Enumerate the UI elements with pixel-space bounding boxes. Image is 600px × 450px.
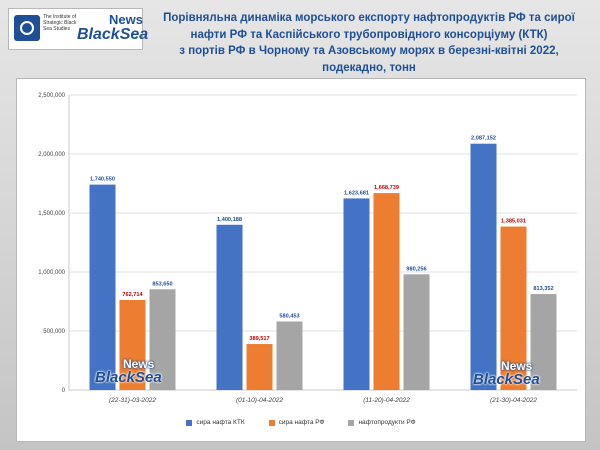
data-label: 853,650 <box>152 281 172 287</box>
bar <box>246 344 273 390</box>
data-label: 980,256 <box>406 266 426 272</box>
bar <box>530 294 557 390</box>
data-label: 1,668,739 <box>374 185 399 191</box>
watermark-left-brand: BlackSea <box>95 369 162 386</box>
legend-item-ktk: сира нафта КТК <box>186 419 245 426</box>
logo-institute-text: The Institute of Strategic Black Sea Stu… <box>43 14 77 32</box>
title-line-1: Порівняльна динаміка морського експорту … <box>163 12 575 24</box>
chart-area: 0 500,000 1,000,000 1,500,000 2,000,000 2,500… <box>16 78 586 442</box>
bar <box>149 289 176 390</box>
watermark-right-brand: BlackSea <box>473 371 540 388</box>
data-label: 1,400,188 <box>217 217 242 223</box>
y-tick-label: 1,500,000 <box>38 211 65 217</box>
logo-news-text: News <box>109 12 143 27</box>
watermark-left: News BlackSea <box>95 357 162 391</box>
data-label: 389,517 <box>249 336 269 342</box>
bar <box>373 193 400 390</box>
legend-swatch-rf-crude <box>268 419 275 426</box>
bar <box>89 184 116 390</box>
y-tick-label: 0 <box>62 388 66 394</box>
bar <box>276 321 303 390</box>
legend-swatch-ktk <box>186 419 193 426</box>
legend-item-rf-crude: сира нафта РФ <box>268 419 325 426</box>
watermark-right-news: News <box>501 359 533 373</box>
legend-label-rf-crude: сира нафта РФ <box>278 419 325 426</box>
data-label: 762,714 <box>122 292 143 298</box>
data-label: 1,623,681 <box>344 190 369 196</box>
legend-label-rf-products: нафтопродукти РФ <box>358 419 416 426</box>
logo-brand-text: BlackSea <box>77 26 149 43</box>
title-line-4: подекадно, тонн <box>322 61 416 74</box>
legend-label-ktk: сира нафта КТК <box>196 419 245 426</box>
bar <box>403 274 430 390</box>
bar <box>470 143 497 390</box>
x-tick-label: (11-20)-04-2022 <box>363 397 410 404</box>
bar-chart: 0 500,000 1,000,000 1,500,000 2,000,000 2,500… <box>38 93 577 404</box>
bar <box>500 226 527 390</box>
chart-legend: сира нафта КТК сира нафта РФ нафтопродук… <box>17 419 585 426</box>
data-label: 1,385,031 <box>501 219 526 225</box>
y-tick-label: 500,000 <box>43 329 65 335</box>
data-label: 1,740,550 <box>90 177 115 183</box>
y-tick-label: 1,000,000 <box>38 270 65 276</box>
y-tick-label: 2,000,000 <box>38 152 65 158</box>
x-tick-label: (21-30)-04-2022 <box>490 397 537 404</box>
brand-logo: The Institute of Strategic Black Sea Stu… <box>8 8 148 50</box>
y-tick-label: 2,500,000 <box>38 93 65 99</box>
legend-item-rf-products: нафтопродукти РФ <box>348 419 416 426</box>
data-label: 2,087,152 <box>471 136 496 142</box>
page-title: Порівняльна динаміка морського експорту … <box>146 10 592 76</box>
legend-swatch-rf-products <box>348 419 355 426</box>
bar <box>216 224 243 390</box>
title-line-2: нафти РФ та Каспійського трубопровідного… <box>190 28 548 41</box>
data-label: 580,453 <box>279 314 299 320</box>
institute-emblem-icon <box>14 15 40 41</box>
x-tick-label: (01-10)-04-2022 <box>236 397 283 404</box>
x-tick-label: (22-31)-03-2022 <box>109 397 156 404</box>
bar <box>343 198 370 390</box>
data-label: 813,352 <box>533 286 553 292</box>
watermark-right: News BlackSea <box>473 359 540 393</box>
watermark-left-news: News <box>123 357 155 371</box>
title-line-3: з портів РФ в Чорному та Азовському моря… <box>179 45 559 57</box>
bar <box>119 299 146 390</box>
